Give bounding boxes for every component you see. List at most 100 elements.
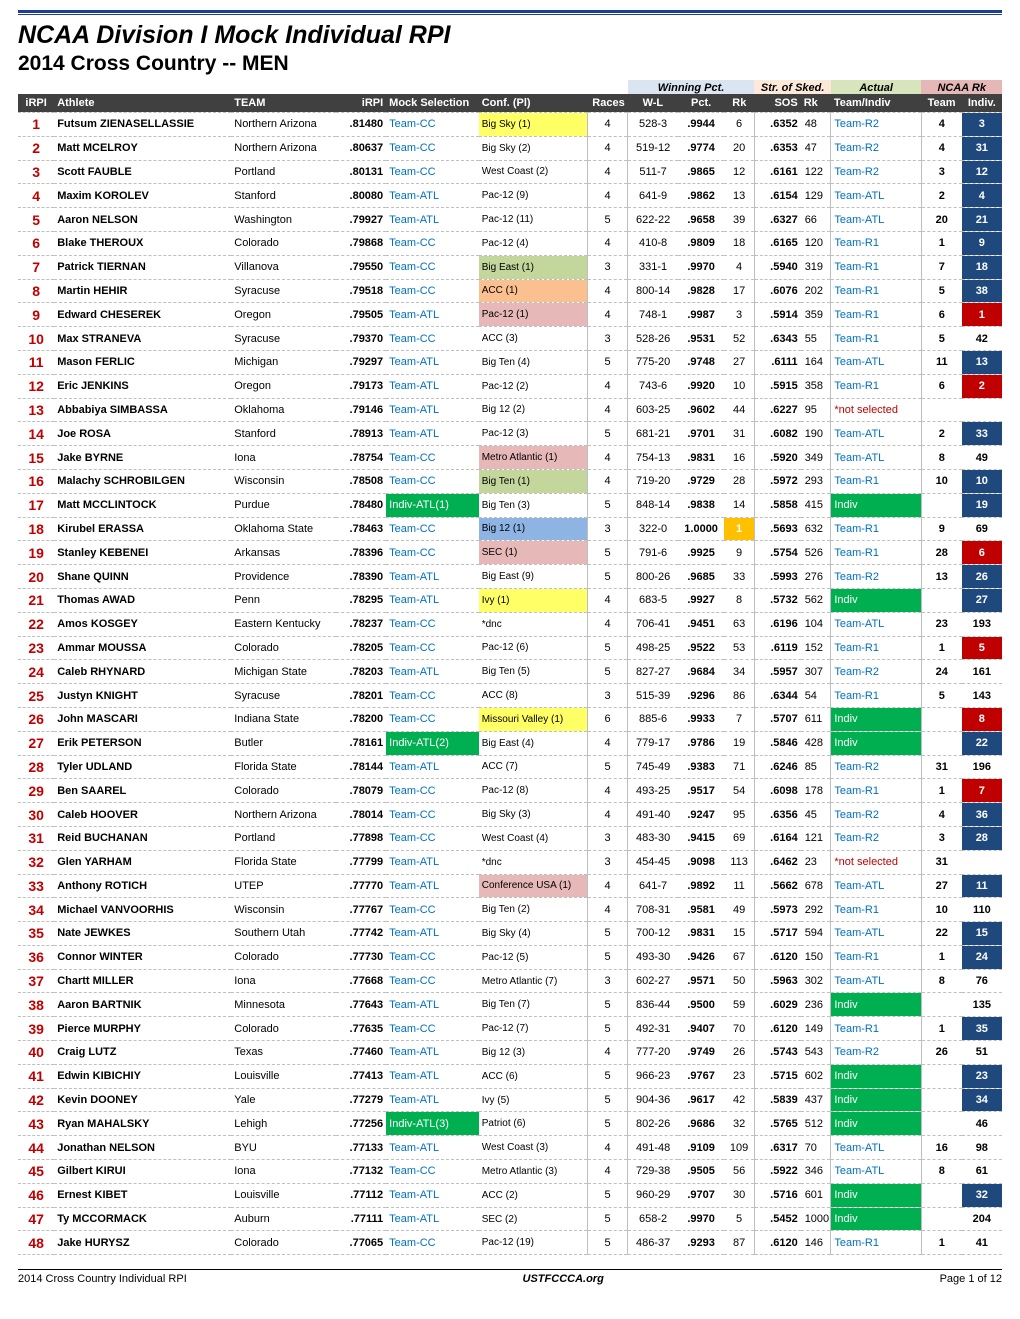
cell-wl: 493-30 xyxy=(628,945,678,969)
cell-mock: Team-CC xyxy=(386,779,479,803)
cell-sosrk: 178 xyxy=(801,779,831,803)
cell-sosrk: 543 xyxy=(801,1041,831,1065)
cell-irpiv: .78480 xyxy=(336,493,386,517)
cell-mock: Team-CC xyxy=(386,517,479,541)
cell-sos: .5715 xyxy=(754,1064,800,1088)
cell-ath: Edward CHESEREK xyxy=(54,303,231,327)
cell-races: 3 xyxy=(587,327,627,351)
cell-sosrk: 678 xyxy=(801,874,831,898)
cell-team: Auburn xyxy=(231,1207,336,1231)
col-conf: Conf. (Pl) xyxy=(479,94,588,113)
cell-team: Lehigh xyxy=(231,1112,336,1136)
cell-ath: Ernest KIBET xyxy=(54,1183,231,1207)
cell-team: Texas xyxy=(231,1041,336,1065)
cell-races: 4 xyxy=(587,446,627,470)
cell-team: Louisville xyxy=(231,1064,336,1088)
cell-races: 5 xyxy=(587,493,627,517)
cell-nind: 3 xyxy=(962,113,1002,137)
cell-irpi: 24 xyxy=(18,660,54,684)
cell-irpiv: .78200 xyxy=(336,707,386,731)
cell-wl: 836-44 xyxy=(628,993,678,1017)
cell-nteam xyxy=(921,493,961,517)
cell-sos: .6111 xyxy=(754,350,800,374)
cell-act: Team-ATL xyxy=(831,350,922,374)
footer-center: USTFCCCA.org xyxy=(523,1273,604,1285)
cell-nteam: 5 xyxy=(921,327,961,351)
cell-mock: Team-CC xyxy=(386,113,479,137)
cell-team: Minnesota xyxy=(231,993,336,1017)
cell-conf: Patriot (6) xyxy=(479,1112,588,1136)
cell-nteam: 16 xyxy=(921,1136,961,1160)
cell-ath: Glen YARHAM xyxy=(54,850,231,874)
cell-nind: 9 xyxy=(962,231,1002,255)
cell-conf: Big 12 (3) xyxy=(479,1041,588,1065)
cell-irpiv: .78463 xyxy=(336,517,386,541)
col-races: Races xyxy=(587,94,627,113)
cell-wl: 622-22 xyxy=(628,208,678,232)
cell-nind-plain: 143 xyxy=(962,684,1002,708)
cell-sosrk: 359 xyxy=(801,303,831,327)
cell-conf: Big Sky (2) xyxy=(479,136,588,160)
cell-nteam: 9 xyxy=(921,517,961,541)
cell-team: Michigan xyxy=(231,350,336,374)
cell-irpiv: .78201 xyxy=(336,684,386,708)
cell-sos: .6120 xyxy=(754,1231,800,1255)
cell-sosrk: 437 xyxy=(801,1088,831,1112)
cell-wl: 800-14 xyxy=(628,279,678,303)
cell-nind-plain: 110 xyxy=(962,898,1002,922)
cell-races: 3 xyxy=(587,969,627,993)
table-row: 19Stanley KEBENEIArkansas.78396Team-CCSE… xyxy=(18,541,1002,565)
cell-pct: .9729 xyxy=(678,469,724,493)
cell-irpiv: .77256 xyxy=(336,1112,386,1136)
rpi-table: Winning Pct. Str. of Sked. Actual NCAA R… xyxy=(18,80,1002,1255)
cell-races: 4 xyxy=(587,184,627,208)
cell-irpi: 25 xyxy=(18,684,54,708)
cell-sosrk: 54 xyxy=(801,684,831,708)
table-row: 24Caleb RHYNARDMichigan State.78203Team-… xyxy=(18,660,1002,684)
cell-nind: 12 xyxy=(962,160,1002,184)
cell-pct: .9451 xyxy=(678,612,724,636)
cell-rk: 34 xyxy=(724,660,754,684)
cell-pct: .9831 xyxy=(678,446,724,470)
cell-wl: 966-23 xyxy=(628,1064,678,1088)
table-row: 41Edwin KIBICHIYLouisville.77413Team-ATL… xyxy=(18,1064,1002,1088)
cell-pct: .9828 xyxy=(678,279,724,303)
cell-irpiv: .78396 xyxy=(336,541,386,565)
cell-irpi: 3 xyxy=(18,160,54,184)
cell-sosrk: 150 xyxy=(801,945,831,969)
table-row: 10Max STRANEVASyracuse.79370Team-CCACC (… xyxy=(18,327,1002,351)
cell-sos: .5693 xyxy=(754,517,800,541)
cell-irpiv: .77413 xyxy=(336,1064,386,1088)
cell-irpiv: .78014 xyxy=(336,803,386,827)
cell-team: Oregon xyxy=(231,303,336,327)
cell-irpiv: .79370 xyxy=(336,327,386,351)
cell-sos: .6098 xyxy=(754,779,800,803)
cell-sos: .6343 xyxy=(754,327,800,351)
cell-rk: 56 xyxy=(724,1160,754,1184)
table-row: 13Abbabiya SIMBASSAOklahoma.79146Team-AT… xyxy=(18,398,1002,422)
cell-team: Arkansas xyxy=(231,541,336,565)
cell-irpiv: .78237 xyxy=(336,612,386,636)
cell-act: Team-R1 xyxy=(831,279,922,303)
cell-sosrk: 23 xyxy=(801,850,831,874)
cell-nteam xyxy=(921,398,961,422)
cell-ath: Craig LUTZ xyxy=(54,1041,231,1065)
cell-rk: 109 xyxy=(724,1136,754,1160)
cell-irpiv: .79297 xyxy=(336,350,386,374)
cell-act: Indiv xyxy=(831,1064,922,1088)
cell-sos: .6076 xyxy=(754,279,800,303)
table-body: 1Futsum ZIENASELLASSIENorthern Arizona.8… xyxy=(18,113,1002,1255)
cell-irpiv: .77111 xyxy=(336,1207,386,1231)
cell-nteam: 31 xyxy=(921,755,961,779)
cell-irpi: 47 xyxy=(18,1207,54,1231)
cell-sosrk: 307 xyxy=(801,660,831,684)
cell-races: 4 xyxy=(587,898,627,922)
cell-sosrk: 512 xyxy=(801,1112,831,1136)
page-footer: 2014 Cross Country Individual RPI USTFCC… xyxy=(18,1269,1002,1285)
table-head: Winning Pct. Str. of Sked. Actual NCAA R… xyxy=(18,80,1002,113)
cell-sos: .6164 xyxy=(754,826,800,850)
cell-conf: Big Sky (1) xyxy=(479,113,588,137)
cell-irpiv: .78079 xyxy=(336,779,386,803)
cell-nteam: 28 xyxy=(921,541,961,565)
cell-wl: 493-25 xyxy=(628,779,678,803)
